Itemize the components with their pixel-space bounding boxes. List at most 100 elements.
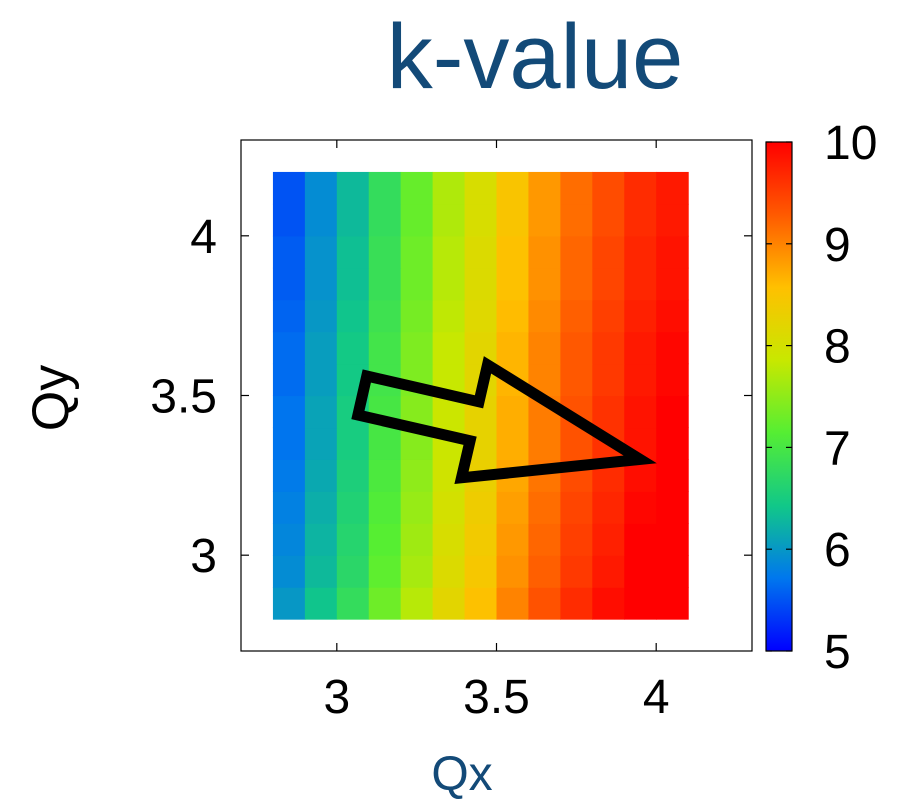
annotation-arrow [351, 356, 657, 485]
heatmap-cell [464, 203, 498, 237]
heatmap-cell [592, 331, 625, 365]
heatmap-cell [624, 171, 657, 205]
heatmap-cell [400, 555, 434, 588]
heatmap-cell [656, 235, 689, 269]
heatmap-cell [304, 587, 338, 620]
heatmap-cell [624, 491, 657, 524]
heatmap-cell [464, 555, 498, 588]
colorbar-tick-label: 7 [824, 422, 851, 475]
heatmap-cell [528, 235, 561, 269]
heatmap-cell [464, 267, 498, 301]
heatmap-cell [272, 299, 306, 333]
heatmap-cell [496, 427, 530, 460]
heatmap-cell [336, 235, 370, 269]
colorbar-tick-label: 6 [824, 524, 851, 577]
heatmap-cell [304, 555, 338, 588]
heatmap-cell [368, 491, 402, 524]
heatmap-cell [304, 235, 338, 269]
heatmap-cell [336, 267, 370, 301]
heatmap-cell [272, 587, 306, 620]
heatmap-cell [528, 427, 561, 460]
heatmap-cell [528, 171, 561, 205]
heatmap-cell [272, 555, 306, 588]
heatmap-cell [432, 267, 466, 301]
heatmap-cell [592, 491, 625, 524]
heatmap-cell [368, 267, 402, 301]
heatmap-cell [656, 299, 689, 333]
colorbar-tick-label: 9 [824, 219, 851, 272]
heatmap-cell [432, 491, 466, 524]
heatmap-cell [400, 331, 434, 365]
x-axis-ticks: 3 3.5 4 [323, 140, 670, 724]
colorbar-tick-label: 8 [824, 321, 851, 374]
heatmap-cell [496, 203, 530, 237]
heatmap-cell [624, 267, 657, 301]
heatmap-cell [656, 331, 689, 365]
heatmap-cell [656, 459, 689, 492]
heatmap-cell [368, 299, 402, 333]
heatmap-cell [272, 363, 306, 397]
heatmap-cell [624, 203, 657, 237]
y-tick-label: 3 [190, 530, 217, 583]
heatmap-cell [400, 587, 434, 620]
heatmap-cell [432, 203, 466, 237]
heatmap-cell [336, 523, 370, 556]
y-tick-label: 4 [190, 211, 217, 264]
heatmap-cell [624, 363, 657, 397]
heatmap-cell [368, 523, 402, 556]
heatmap-cell [656, 491, 689, 524]
heatmap-cell [400, 491, 434, 524]
heatmap-cell [272, 171, 306, 205]
heatmap-cell [656, 555, 689, 588]
heatmap-cell [336, 491, 370, 524]
heatmap-cell [400, 203, 434, 237]
heatmap-cell [368, 235, 402, 269]
heatmap-cell [336, 331, 370, 365]
heatmap-cell [528, 203, 561, 237]
heatmap-cell [368, 427, 402, 460]
colorbar [765, 141, 793, 652]
heatmap-cell [592, 555, 625, 588]
heatmap-cell [592, 203, 625, 237]
heatmap-cell [432, 587, 466, 620]
heatmap-cell [304, 363, 338, 397]
heatmap-cell [656, 363, 689, 397]
heatmap-cell [432, 299, 466, 333]
heatmap-cell [560, 491, 593, 524]
heatmap-cell [400, 523, 434, 556]
heatmap-cell [400, 459, 434, 492]
heatmap-cell [272, 395, 306, 429]
heatmap-cell [496, 235, 530, 269]
y-axis-label: Qy [22, 365, 80, 431]
heatmap-cell [272, 523, 306, 556]
colorbar-tick-label: 5 [824, 626, 851, 679]
heatmap-cell [624, 331, 657, 365]
heatmap-cell [592, 363, 625, 397]
y-axis-ticks: 33.54 [150, 211, 752, 583]
heatmap-cell [656, 427, 689, 460]
heatmap-cell [560, 587, 593, 620]
heatmap-cell [560, 331, 593, 365]
heatmap-cell [656, 171, 689, 205]
heatmap-cell [272, 203, 306, 237]
heatmap-cell [336, 459, 370, 492]
heatmap-cell [304, 427, 338, 460]
heatmap-cell [304, 267, 338, 301]
heatmap-cell [336, 427, 370, 460]
heatmap-cell [464, 523, 498, 556]
heatmap-cell [336, 171, 370, 205]
heatmap-cell [656, 395, 689, 429]
heatmap-cell [304, 459, 338, 492]
heatmap-cell [304, 203, 338, 237]
heatmap-cell [560, 555, 593, 588]
heatmap-cell [304, 171, 338, 205]
heatmap-cell [496, 267, 530, 301]
heatmap-cell [560, 267, 593, 301]
heatmap-cell [304, 331, 338, 365]
heatmap-cell [464, 587, 498, 620]
heatmap-cell [528, 491, 561, 524]
heatmap-cell [368, 171, 402, 205]
heatmap-cell [528, 523, 561, 556]
heatmap-cell [592, 395, 625, 429]
heatmap-cell [272, 235, 306, 269]
